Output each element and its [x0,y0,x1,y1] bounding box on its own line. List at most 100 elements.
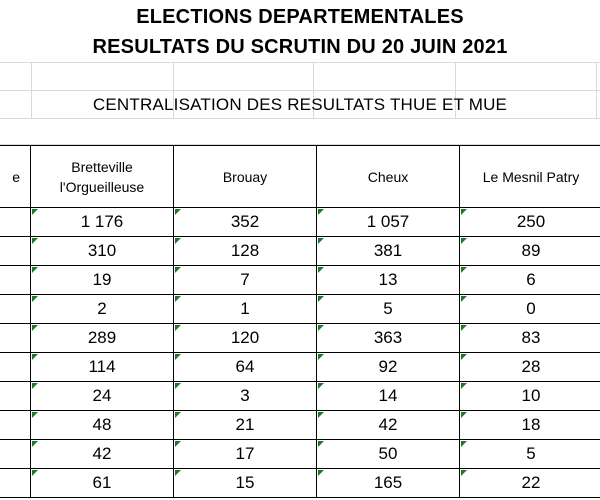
table-cell[interactable]: 83 [459,323,600,353]
note-marker-icon [175,267,181,273]
table-cell[interactable]: 21 [173,410,317,440]
cell-value: 83 [521,328,541,347]
column-header-le-mesnil-patry[interactable]: Le Mesnil Patry [459,145,600,208]
cell-value: 3 [240,386,250,405]
cell-value: 10 [521,386,541,405]
row-label-cell[interactable] [0,352,31,382]
note-marker-icon [461,267,467,273]
row-label-cell[interactable] [0,265,31,295]
table-cell[interactable]: 381 [316,236,460,266]
note-marker-icon [318,354,324,360]
cell-value: 1 [240,299,250,318]
note-marker-icon [318,412,324,418]
table-cell[interactable]: 3 [173,381,317,411]
table-cell[interactable]: 114 [30,352,174,382]
table-row: 1 176 352 1 057 250 [0,207,600,237]
results-table: e Bretteville l'Orgueilleuse Brouay Cheu… [0,145,600,498]
note-marker-icon [461,209,467,215]
table-cell[interactable]: 1 [173,294,317,324]
cell-value: 2 [97,299,107,318]
row-label-cell[interactable] [0,439,31,469]
note-marker-icon [461,296,467,302]
note-marker-icon [318,267,324,273]
cell-value: 24 [92,386,112,405]
table-cell[interactable]: 64 [173,352,317,382]
table-cell[interactable]: 42 [30,439,174,469]
note-marker-icon [461,238,467,244]
row-label-cell[interactable] [0,410,31,440]
row-label-cell[interactable] [0,294,31,324]
page-title: ELECTIONS DEPARTEMENTALES [136,6,464,28]
table-cell[interactable]: 10 [459,381,600,411]
table-cell[interactable]: 50 [316,439,460,469]
table-cell[interactable]: 165 [316,468,460,498]
cell-value: 7 [240,270,250,289]
table-cell[interactable]: 120 [173,323,317,353]
header-row: e Bretteville l'Orgueilleuse Brouay Cheu… [0,145,600,208]
note-marker-icon [175,383,181,389]
column-header-brouay[interactable]: Brouay [173,145,317,208]
table-cell[interactable]: 24 [30,381,174,411]
table-cell[interactable]: 128 [173,236,317,266]
table-row: 310 128 381 89 [0,236,600,266]
table-cell[interactable]: 1 057 [316,207,460,237]
table-cell[interactable]: 0 [459,294,600,324]
grid-line [31,62,32,118]
table-cell[interactable]: 5 [459,439,600,469]
table-cell[interactable]: 89 [459,236,600,266]
table-cell[interactable]: 6 [459,265,600,295]
column-header-bretteville[interactable]: Bretteville l'Orgueilleuse [30,145,174,208]
table-cell[interactable]: 289 [30,323,174,353]
row-label-cell[interactable] [0,236,31,266]
table-cell[interactable]: 28 [459,352,600,382]
table-cell[interactable]: 13 [316,265,460,295]
note-marker-icon [32,296,38,302]
grid-line [596,62,597,118]
grid-line [0,62,600,63]
table-row: 2 1 5 0 [0,294,600,324]
cell-value: 289 [87,328,117,347]
table-cell[interactable]: 5 [316,294,460,324]
table-cell[interactable]: 61 [30,468,174,498]
table-row: 19 7 13 6 [0,265,600,295]
section-title: CENTRALISATION DES RESULTATS THUE ET MUE [92,95,508,114]
row-label-cell[interactable] [0,468,31,498]
note-marker-icon [461,470,467,476]
table-cell[interactable]: 92 [316,352,460,382]
column-header-cut[interactable]: e [0,145,31,208]
table-cell[interactable]: 1 176 [30,207,174,237]
table-cell[interactable]: 7 [173,265,317,295]
cell-value: 14 [378,386,398,405]
note-marker-icon [318,238,324,244]
table-cell[interactable]: 42 [316,410,460,440]
note-marker-icon [32,209,38,215]
cell-value: 19 [92,270,112,289]
table-cell[interactable]: 48 [30,410,174,440]
note-marker-icon [175,325,181,331]
note-marker-icon [461,383,467,389]
column-header-cheux[interactable]: Cheux [316,145,460,208]
table-row: 24 3 14 10 [0,381,600,411]
table-cell[interactable]: 310 [30,236,174,266]
table-cell[interactable]: 19 [30,265,174,295]
note-marker-icon [32,441,38,447]
row-label-cell[interactable] [0,207,31,237]
table-cell[interactable]: 18 [459,410,600,440]
cell-value: 352 [230,212,260,231]
cell-value: 250 [516,212,546,231]
table-cell[interactable]: 22 [459,468,600,498]
column-header-line: Bretteville [71,158,133,175]
table-cell[interactable]: 15 [173,468,317,498]
row-label-cell[interactable] [0,323,31,353]
table-cell[interactable]: 2 [30,294,174,324]
table-cell[interactable]: 14 [316,381,460,411]
table-cell[interactable]: 250 [459,207,600,237]
table-cell[interactable]: 363 [316,323,460,353]
page-subtitle: RESULTATS DU SCRUTIN DU 20 JUIN 2021 [92,36,508,58]
cell-value: 64 [235,357,255,376]
table-cell[interactable]: 17 [173,439,317,469]
note-marker-icon [461,412,467,418]
cell-value: 363 [373,328,403,347]
row-label-cell[interactable] [0,381,31,411]
table-cell[interactable]: 352 [173,207,317,237]
